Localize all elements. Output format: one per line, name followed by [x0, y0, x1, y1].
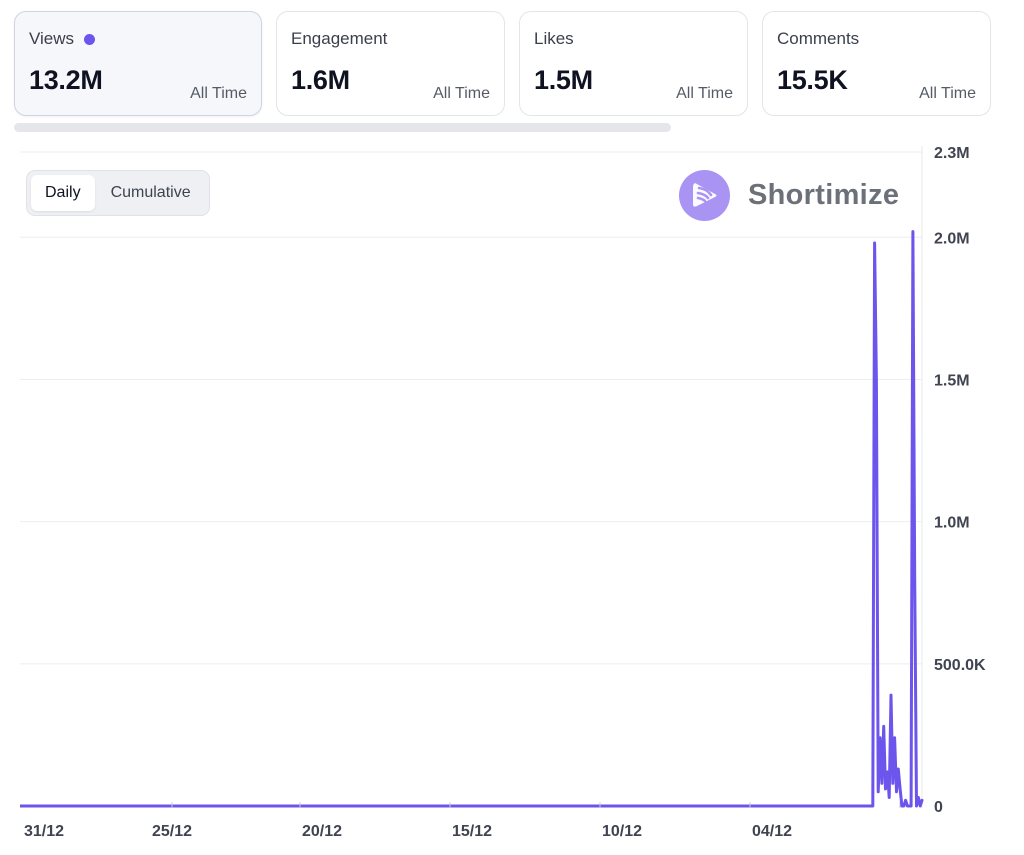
metric-period: All Time: [919, 85, 976, 102]
data-point: [884, 788, 887, 790]
data-point: [901, 805, 903, 807]
data-point: [895, 790, 898, 793]
data-point: [871, 805, 874, 807]
data-point: [897, 768, 900, 770]
views-series-line: [858, 230, 924, 808]
data-point: [917, 796, 920, 799]
data-point: [919, 805, 921, 807]
data-point: [864, 805, 867, 807]
selected-dot-icon: [84, 33, 96, 45]
y-tick-label: 1.0M: [934, 515, 970, 532]
data-point: [879, 736, 881, 739]
data-point: [913, 577, 916, 580]
metric-label: Likes: [534, 29, 574, 48]
metric-label: Views: [29, 29, 75, 48]
y-tick-label: 1.5M: [934, 372, 970, 389]
metric-card-likes[interactable]: Likes 1.5M All Time: [519, 11, 748, 116]
metric-value: 15.5K: [777, 65, 848, 95]
data-point: [906, 805, 909, 807]
data-point: [877, 790, 880, 793]
data-point: [881, 782, 883, 785]
metric-period: All Time: [433, 85, 490, 102]
y-tick-label: 500.0K: [934, 657, 986, 674]
data-point: [890, 694, 892, 696]
metric-period: All Time: [676, 85, 733, 102]
metric-cards: Views 13.2M All Time Engagement 1.6M All…: [14, 11, 991, 116]
data-point: [873, 242, 876, 244]
cumulative-toggle-button[interactable]: Cumulative: [110, 184, 191, 201]
data-point: [899, 788, 901, 790]
shortimize-logo-icon: [679, 170, 730, 221]
y-tick-label: 2.0M: [934, 230, 970, 247]
data-point: [866, 805, 869, 807]
data-point: [893, 736, 896, 739]
brand-watermark: Shortimize: [679, 170, 899, 221]
data-point: [892, 782, 894, 785]
data-point: [888, 796, 890, 799]
metric-card-engagement[interactable]: Engagement 1.6M All Time: [276, 11, 505, 116]
data-point: [861, 805, 863, 807]
y-tick-label: 0: [934, 799, 943, 816]
data-point: [915, 805, 918, 807]
metric-card-views[interactable]: Views 13.2M All Time: [14, 11, 262, 116]
data-point: [886, 771, 889, 773]
x-tick-label: 20/12: [302, 823, 342, 840]
brand-name: Shortimize: [748, 179, 900, 211]
data-point: [868, 805, 870, 807]
data-point: [912, 230, 914, 233]
metric-label: Comments: [777, 29, 860, 48]
x-tick-label: 25/12: [152, 823, 192, 840]
y-tick-label: 2.3M: [934, 145, 970, 162]
metric-value: 13.2M: [29, 65, 103, 95]
x-tick-label: 10/12: [602, 823, 642, 840]
x-tick-label: 31/12: [24, 823, 64, 840]
x-tick-label: 04/12: [752, 823, 792, 840]
daily-toggle-button[interactable]: Daily: [31, 175, 95, 211]
data-point: [882, 725, 885, 728]
data-point: [904, 799, 907, 802]
metric-value: 1.6M: [291, 65, 350, 95]
data-point: [902, 805, 905, 807]
metric-period: All Time: [190, 85, 247, 102]
cards-horizontal-scrollbar[interactable]: [14, 123, 671, 132]
metric-value: 1.5M: [534, 65, 593, 95]
data-point: [910, 805, 912, 807]
data-point: [859, 805, 861, 807]
data-point: [862, 805, 865, 807]
data-point: [870, 805, 872, 807]
data-point: [921, 799, 923, 802]
metric-label: Engagement: [291, 29, 388, 48]
daily-cumulative-toggle: Daily Cumulative: [26, 170, 210, 216]
metric-card-comments[interactable]: Comments 15.5K All Time: [762, 11, 991, 116]
data-point: [908, 805, 911, 807]
data-point: [875, 378, 878, 381]
x-tick-label: 15/12: [452, 823, 492, 840]
